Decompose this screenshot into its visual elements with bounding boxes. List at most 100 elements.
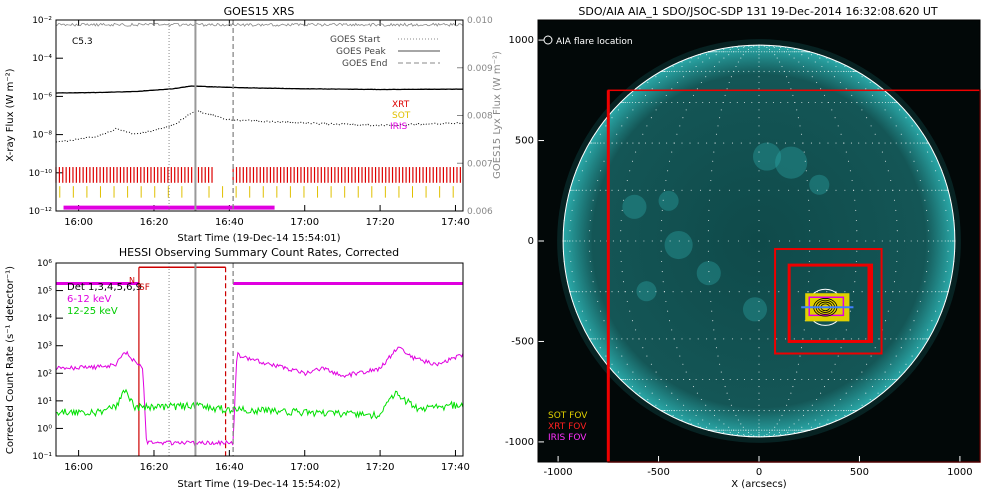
sun-grid-dot bbox=[696, 392, 698, 394]
sun-grid-dot bbox=[589, 151, 591, 153]
sun-grid-dot bbox=[655, 378, 657, 381]
sun-grid-dot bbox=[758, 429, 760, 431]
sun-grid-dot bbox=[689, 101, 691, 104]
sun-grid-dot bbox=[845, 410, 847, 412]
sun-grid-dot bbox=[617, 109, 619, 111]
sun-grid-dot bbox=[660, 101, 662, 104]
sun-grid-dot bbox=[840, 347, 842, 349]
sun-grid-dot bbox=[917, 347, 919, 349]
goes-y-tick-label: 10⁻¹² bbox=[29, 207, 53, 217]
sun-grid-dot bbox=[844, 189, 846, 191]
sun-grid-dot bbox=[798, 419, 800, 421]
sun-grid-dot bbox=[753, 45, 755, 47]
sun-grid-dot bbox=[834, 363, 836, 365]
sun-grid-dot bbox=[771, 429, 773, 431]
sun-grid-dot bbox=[811, 76, 813, 78]
sun-grid-dot bbox=[677, 378, 679, 381]
sun-grid-dot bbox=[893, 101, 896, 104]
sun-grid-dot bbox=[800, 51, 803, 53]
sun-grid-dot bbox=[850, 76, 852, 78]
sun-grid-dot bbox=[844, 65, 846, 68]
sun-grid-dot bbox=[573, 291, 575, 293]
sun-grid-dot bbox=[855, 219, 857, 222]
sun-grid-dot bbox=[682, 117, 684, 119]
sun-grid-dot bbox=[626, 179, 628, 182]
sun-grid-dot bbox=[896, 230, 898, 232]
hessi-x-tick-label: 17:40 bbox=[441, 462, 470, 473]
sun-grid-dot bbox=[631, 101, 634, 104]
sun-grid-dot bbox=[706, 142, 708, 144]
sun-grid-dot bbox=[758, 160, 760, 162]
sun-grid-dot bbox=[626, 142, 628, 144]
sun-grid-dot bbox=[881, 240, 883, 242]
sun-grid-dot bbox=[793, 48, 795, 50]
sun-grid-dot bbox=[943, 291, 945, 293]
sun-grid-dot bbox=[780, 101, 782, 104]
sun-grid-dot bbox=[663, 410, 665, 412]
sun-grid-dot bbox=[845, 329, 847, 331]
sun-grid-dot bbox=[590, 338, 592, 340]
sun-grid-dot bbox=[631, 160, 634, 162]
sun-grid-dot bbox=[758, 329, 760, 331]
sun-grid-dot bbox=[814, 61, 816, 63]
sun-grid-dot bbox=[835, 414, 837, 417]
sun-grid-dot bbox=[700, 81, 702, 84]
sun-grid-dot bbox=[620, 260, 622, 263]
sun-grid-dot bbox=[793, 57, 795, 59]
sun-grid-dot bbox=[621, 271, 623, 273]
sun-grid-dot bbox=[938, 189, 940, 191]
sun-grid-dot bbox=[790, 392, 792, 394]
hessi-x-axis-label: Start Time (19-Dec-14 15:54:02) bbox=[177, 479, 340, 490]
sun-grid-dot bbox=[831, 109, 833, 111]
sun-grid-dot bbox=[638, 142, 640, 144]
sun-grid-dot bbox=[892, 189, 894, 191]
sun-grid-dot bbox=[671, 329, 673, 331]
sun-grid-dot bbox=[878, 142, 880, 144]
sun-grid-dot bbox=[758, 199, 760, 201]
sun-grid-dot bbox=[778, 48, 780, 50]
sun-grid-dot bbox=[924, 338, 926, 340]
sun-grid-dot bbox=[644, 386, 647, 388]
sun-grid-dot bbox=[919, 338, 921, 340]
sun-grid-dot bbox=[778, 291, 780, 293]
sun-grid-dot bbox=[895, 101, 897, 104]
sun-grid-dot bbox=[803, 429, 805, 431]
sun-limb bbox=[562, 44, 956, 438]
sun-grid-dot bbox=[900, 347, 902, 349]
sun-grid-dot bbox=[926, 142, 928, 144]
sun-grid-dot bbox=[737, 51, 739, 53]
sun-grid-dot bbox=[840, 133, 842, 135]
aia-x-tick-label: 1000 bbox=[947, 467, 972, 478]
sun-grid-dot bbox=[788, 410, 790, 412]
sun-grid-dot bbox=[947, 230, 949, 232]
hessi-6-12-kev-line bbox=[55, 346, 464, 447]
sun-grid-dot bbox=[651, 392, 653, 394]
sun-grid-dot bbox=[735, 429, 737, 431]
sun-grid-dot bbox=[843, 70, 845, 72]
sun-grid-dot bbox=[758, 386, 760, 388]
sun-grid-dot bbox=[690, 189, 692, 191]
sun-grid-dot bbox=[635, 329, 637, 331]
sun-grid-dot bbox=[834, 117, 836, 119]
sun-grid-dot bbox=[887, 170, 889, 172]
sun-grid-dot bbox=[808, 219, 810, 222]
sun-grid-dot bbox=[866, 101, 868, 104]
sun-grid-dot bbox=[850, 142, 852, 144]
sun-grid-dot bbox=[738, 189, 740, 191]
sun-grid-dot bbox=[689, 338, 691, 340]
sun-grid-dot bbox=[827, 101, 829, 104]
sun-grid-dot bbox=[679, 70, 681, 72]
aia-y-tick-label: 1000 bbox=[509, 35, 534, 46]
sun-grid-dot bbox=[666, 338, 668, 340]
sun-grid-dot bbox=[884, 338, 886, 340]
sun-grid-dot bbox=[916, 338, 918, 340]
sun-grid-dot bbox=[765, 101, 767, 104]
sun-grid-dot bbox=[718, 419, 720, 421]
sun-grid-dot bbox=[799, 125, 801, 127]
sun-grid-dot bbox=[672, 291, 674, 293]
sun-grid-dot bbox=[895, 125, 897, 127]
sun-grid-dot bbox=[953, 240, 955, 242]
goes-x-tick-label: 16:00 bbox=[64, 217, 93, 228]
sun-grid-dot bbox=[685, 410, 687, 412]
sun-grid-dot bbox=[729, 378, 731, 381]
